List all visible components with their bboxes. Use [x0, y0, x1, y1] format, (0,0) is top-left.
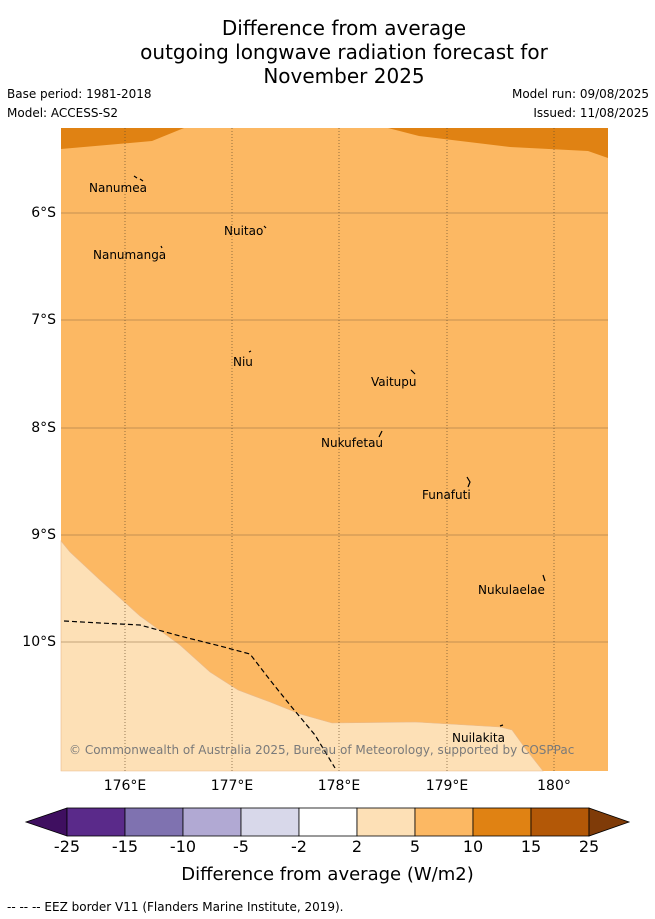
place-nanumea: Nanumea: [89, 181, 147, 195]
title-line-3: November 2025: [263, 64, 425, 88]
place-funafuti: Funafuti: [422, 488, 471, 502]
base-period: Base period: 1981-2018: [7, 87, 152, 101]
islands: [133, 175, 546, 727]
issued-date: Issued: 11/08/2025: [533, 106, 649, 120]
island-nukulaelae: [542, 574, 546, 582]
colorbar: [24, 807, 631, 837]
colorbar-tick-label: -5: [233, 837, 249, 856]
anomaly-fill-2-5: [60, 540, 544, 772]
island-funafuti: [466, 476, 471, 488]
lat-label-10s: 10°S: [22, 634, 56, 650]
colorbar-tick-label: 2: [351, 837, 363, 856]
colorbar-box: [182, 807, 242, 837]
colorbar-tick-label: -2: [291, 837, 307, 856]
colorbar-box: [472, 807, 532, 837]
lon-label-177e: 177°E: [210, 778, 254, 794]
lon-label-180: 180°: [537, 778, 571, 794]
colorbar-box: [530, 807, 590, 837]
title-line-2: outgoing longwave radiation forecast for: [140, 40, 548, 64]
colorbar-box: [66, 807, 126, 837]
colorbar-tick-label: -15: [111, 837, 139, 856]
model-run: Model run: 09/08/2025: [511, 87, 649, 101]
place-nuilakita: Nuilakita: [452, 731, 505, 745]
island-nukufetau: [378, 430, 383, 438]
colorbar-tick-label: -10: [169, 837, 197, 856]
colorbar-title: Difference from average (W/m2): [181, 864, 474, 885]
lon-label-178e: 178°E: [317, 778, 361, 794]
anomaly-fill-10-15-left: [61, 128, 184, 149]
colorbar-box: [124, 807, 184, 837]
island-vaitupu: [410, 369, 416, 375]
lon-label-179e: 179°E: [425, 778, 469, 794]
place-nukufetau: Nukufetau: [321, 436, 384, 450]
lat-label-7s: 7°S: [31, 312, 56, 328]
place-nukulaelae: Nukulaelae: [478, 583, 545, 597]
title-line-1: Difference from average: [221, 16, 467, 40]
eez-footnote: -- -- -- EEZ border V11 (Flanders Marine…: [7, 900, 344, 914]
colorbar-tick-label: 10: [462, 837, 484, 856]
colorbar-arrow-high: [588, 807, 631, 837]
place-niu: Niu: [233, 355, 253, 369]
colorbar-box: [356, 807, 416, 837]
lon-label-176e: 176°E: [103, 778, 147, 794]
island-niu: [248, 350, 252, 353]
lat-label-9s: 9°S: [31, 527, 56, 543]
colorbar-box: [414, 807, 474, 837]
lat-label-6s: 6°S: [31, 205, 56, 221]
colorbar-tick-label: 15: [520, 837, 542, 856]
place-nuitao: Nuitao: [224, 224, 264, 238]
colorbar-box: [298, 807, 358, 837]
eez-border: [63, 620, 336, 769]
colorbar-tick-label: 5: [409, 837, 421, 856]
lon-gridlines: [124, 128, 555, 771]
model-name: Model: ACCESS-S2: [7, 106, 119, 120]
colorbar-tick-label: -25: [53, 837, 81, 856]
lat-gridlines: [61, 212, 608, 643]
colorbar-tick-label: 25: [578, 837, 600, 856]
island-nuilakita: [499, 724, 504, 727]
colorbar-arrow-low: [24, 807, 68, 837]
island-nuitao: [263, 225, 267, 229]
anomaly-fill-10-15-right: [388, 128, 608, 158]
place-nanumanga: Nanumanga: [93, 248, 167, 262]
lat-label-8s: 8°S: [31, 420, 56, 436]
colorbar-box: [240, 807, 300, 837]
place-vaitupu: Vaitupu: [371, 375, 417, 389]
map-title: Difference from average outgoing longwav…: [0, 16, 655, 88]
island-nanumanga: [160, 245, 163, 249]
copyright-notice: © Commonwealth of Australia 2025, Bureau…: [69, 743, 575, 757]
island-nanumea: [133, 175, 144, 182]
